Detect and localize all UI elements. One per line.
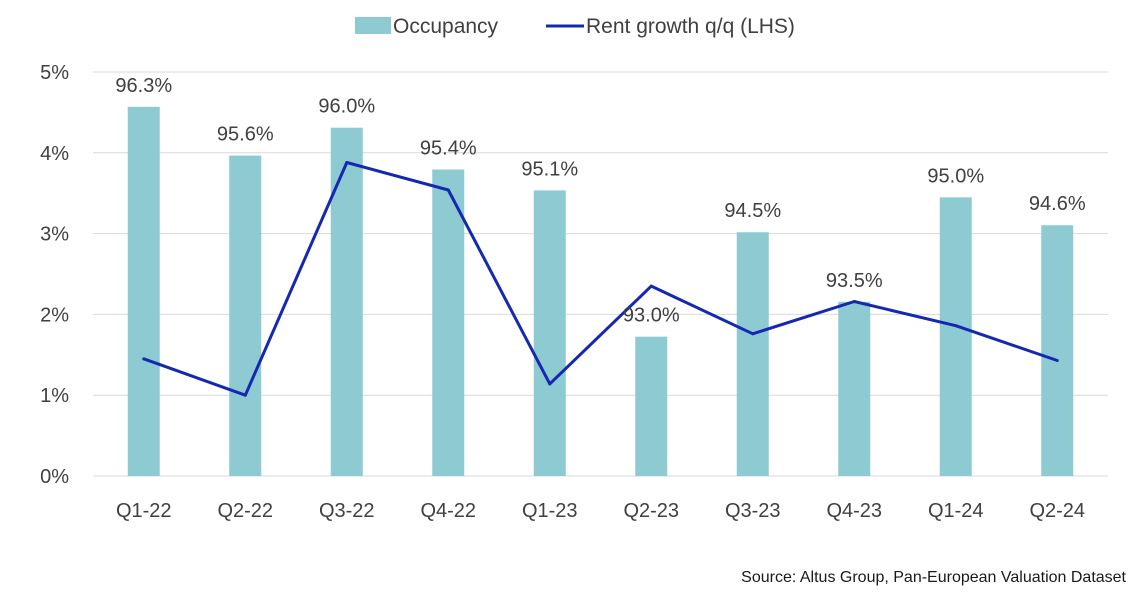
rent-growth-point	[446, 188, 450, 192]
occupancy-data-label: 94.6%	[1029, 193, 1086, 215]
legend-rent-growth-label: Rent growth q/q (LHS)	[586, 15, 795, 38]
y-tick-label: 4%	[40, 143, 69, 165]
y-tick-label: 2%	[40, 304, 69, 326]
y-tick-label: 5%	[40, 62, 69, 84]
occupancy-data-label: 94.5%	[724, 200, 781, 222]
y-tick-label: 1%	[40, 385, 69, 407]
rent-growth-point	[548, 382, 552, 386]
rent-growth-point	[243, 393, 247, 397]
x-tick-label: Q1-23	[522, 500, 578, 522]
occupancy-data-label: 93.0%	[623, 305, 680, 327]
occupancy-bar	[533, 190, 566, 476]
x-tick-label: Q4-23	[826, 500, 882, 522]
occupancy-bars	[127, 106, 1074, 477]
rent-growth-point	[142, 357, 146, 361]
x-tick-label: Q1-22	[116, 500, 172, 522]
x-tick-label: Q2-23	[623, 500, 679, 522]
rent-growth-point	[852, 299, 856, 303]
occupancy-data-label: 95.1%	[521, 158, 578, 180]
x-axis-ticks: Q1-22 Q2-22 Q3-22 Q4-22 Q1-23 Q2-23 Q3-23 Q4-23…	[116, 500, 1085, 522]
y-tick-label: 3%	[40, 224, 69, 246]
y-axis-ticks: 0% 1% 2% 3% 4% 5%	[40, 62, 69, 488]
occupancy-data-label: 95.4%	[420, 138, 477, 160]
occupancy-bar	[635, 336, 668, 476]
rent-growth-point	[954, 324, 958, 328]
occupancy-bar	[127, 106, 160, 477]
x-tick-label: Q2-22	[217, 500, 273, 522]
rent-growth-point	[649, 284, 653, 288]
rent-growth-point	[1055, 358, 1059, 362]
x-tick-label: Q3-23	[725, 500, 781, 522]
rent-growth-line-group	[142, 160, 1059, 397]
x-tick-label: Q1-24	[928, 500, 984, 522]
gridlines	[93, 71, 1108, 477]
legend-occupancy-label: Occupancy	[393, 15, 499, 38]
source-note: Source: Altus Group, Pan-European Valuat…	[741, 569, 1126, 586]
occupancy-bar	[736, 232, 769, 476]
occupancy-data-label: 95.6%	[217, 124, 274, 146]
occupancy-data-label: 93.5%	[826, 270, 883, 292]
rent-growth-point	[345, 160, 349, 164]
x-tick-label: Q4-22	[420, 500, 476, 522]
occupancy-bar	[838, 301, 871, 476]
occupancy-bar	[939, 197, 972, 476]
occupancy-bar	[330, 127, 363, 477]
occupancy-data-labels: 96.3% 95.6% 96.0% 95.4% 95.1% 93.0% 94.5% 93.5%…	[115, 75, 1085, 327]
occupancy-bar	[432, 169, 465, 476]
rent-growth-point	[751, 332, 755, 336]
occupancy-data-label: 95.0%	[927, 165, 984, 187]
occupancy-bar	[1041, 225, 1074, 476]
rent-growth-line	[143, 161, 1058, 397]
legend-occupancy-swatch	[355, 17, 391, 34]
legend: Occupancy Rent growth q/q (LHS)	[355, 15, 795, 38]
x-tick-label: Q2-24	[1029, 500, 1085, 522]
occupancy-bar	[229, 155, 262, 476]
occupancy-data-label: 96.0%	[318, 96, 375, 118]
x-tick-label: Q3-22	[319, 500, 375, 522]
occupancy-data-label: 96.3%	[115, 75, 172, 97]
y-tick-label: 0%	[40, 466, 69, 488]
